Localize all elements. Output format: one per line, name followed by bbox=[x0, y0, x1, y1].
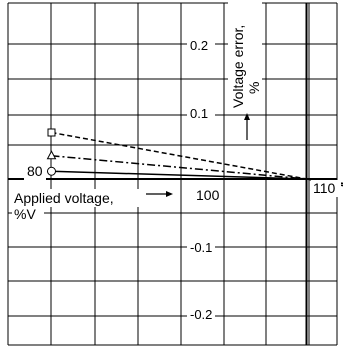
y-tick-label: -0.2 bbox=[190, 307, 212, 322]
y-tick-label: 0.1 bbox=[190, 106, 208, 121]
chart-grid bbox=[7, 2, 338, 346]
data-point-triangle bbox=[46, 150, 57, 160]
y-tick-label-bg bbox=[187, 240, 215, 256]
y-tick-label-bg bbox=[187, 106, 215, 122]
y-tick-label-bg bbox=[187, 38, 215, 54]
x-axis-label-unit: %V bbox=[14, 206, 36, 222]
y-tick-label: -0.1 bbox=[190, 240, 212, 255]
x-axis-label-unit-bg bbox=[12, 207, 44, 224]
x-tick-label-bg bbox=[24, 163, 46, 180]
y-axis-label-unit: % bbox=[246, 82, 262, 94]
x-tick-label: 80 bbox=[27, 163, 43, 179]
x-tick-label-bg bbox=[311, 180, 341, 197]
y-axis-arrowhead bbox=[244, 113, 250, 120]
x-axis-arrowhead bbox=[166, 191, 173, 197]
data-point-circle bbox=[47, 166, 56, 176]
x-axis-label-bg bbox=[12, 189, 162, 207]
data-point-square bbox=[47, 128, 56, 137]
y-tick-label-bg bbox=[187, 307, 215, 323]
x-tick-label-bg bbox=[193, 187, 221, 204]
x-tick-label: 100 bbox=[196, 187, 220, 203]
chart-labels: 0.2 0.1 -0.1 -0.2 80 100 110 Applied voltage,%V… bbox=[12, 2, 341, 323]
x-tick-label: 110 bbox=[313, 180, 336, 196]
y-axis-label-bg bbox=[228, 2, 262, 110]
chart-axes bbox=[8, 3, 337, 345]
x-axis-label: Applied voltage, bbox=[14, 190, 114, 206]
series-line-3 bbox=[51, 170, 343, 187]
y-axis-label: Voltage error, bbox=[230, 25, 246, 108]
y-tick-label: 0.2 bbox=[190, 38, 208, 53]
chart-series bbox=[46, 128, 343, 187]
